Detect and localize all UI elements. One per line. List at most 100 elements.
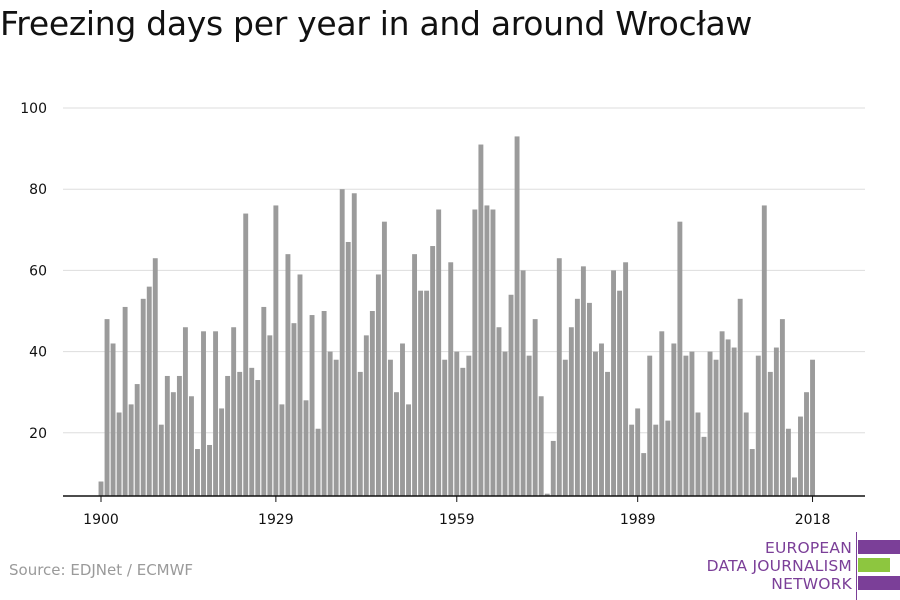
logo-bar-purple-bottom xyxy=(858,576,900,590)
bar-1958 xyxy=(448,262,454,496)
bar-1992 xyxy=(653,424,659,496)
bar-1926 xyxy=(255,380,261,496)
bar-1928 xyxy=(267,335,273,496)
bar-1945 xyxy=(369,311,375,496)
bar-1967 xyxy=(502,351,508,496)
freezing-days-bar-chart: 20 40 60 80 100 1900 1929 1959 1989 2018 xyxy=(20,101,865,528)
bar-1930 xyxy=(279,404,285,496)
bar-1910 xyxy=(158,424,164,496)
bar-1921 xyxy=(225,375,231,496)
x-tick-label: 1900 xyxy=(83,512,119,528)
bar-2017 xyxy=(804,392,809,496)
bar-1927 xyxy=(261,306,267,496)
bar-1929 xyxy=(273,205,279,496)
bar-1997 xyxy=(683,355,689,496)
logo-text-data-journalism: DATA JOURNALISM xyxy=(706,557,852,575)
bar-1953 xyxy=(418,290,424,496)
y-axis-ticks: 20 40 60 80 100 xyxy=(20,101,47,442)
bar-2012 xyxy=(773,347,779,496)
bar-2002 xyxy=(713,359,719,496)
y-tick-label: 80 xyxy=(29,182,47,198)
gridlines xyxy=(63,107,865,434)
bar-2014 xyxy=(785,428,791,496)
bar-2006 xyxy=(737,298,743,496)
bar-1970 xyxy=(520,270,526,496)
bar-1957 xyxy=(442,359,448,496)
x-tick-label: 1959 xyxy=(439,512,475,528)
bar-1951 xyxy=(406,404,411,496)
bar-1956 xyxy=(436,209,442,496)
bar-1908 xyxy=(146,286,152,496)
bar-1949 xyxy=(394,392,399,496)
bar-1900 xyxy=(98,481,104,496)
bar-1944 xyxy=(363,335,369,496)
bar-1947 xyxy=(381,221,387,496)
bar-1954 xyxy=(424,290,430,496)
bar-1995 xyxy=(671,343,677,496)
bar-2013 xyxy=(779,319,785,496)
x-axis-ticks: 1900 1929 1959 1989 2018 xyxy=(83,496,830,528)
bar-1999 xyxy=(695,412,701,496)
bar-1991 xyxy=(647,355,653,496)
bar-1986 xyxy=(617,290,623,496)
y-tick-label: 60 xyxy=(29,263,47,279)
bar-1969 xyxy=(514,136,520,497)
bar-1978 xyxy=(568,327,574,496)
bar-1943 xyxy=(357,371,363,496)
bar-1924 xyxy=(243,213,249,496)
bar-1955 xyxy=(430,246,436,496)
bar-1966 xyxy=(496,327,502,496)
bar-1937 xyxy=(321,311,327,496)
bar-2008 xyxy=(749,449,755,496)
bar-1903 xyxy=(116,412,122,496)
logo-bar-purple-top xyxy=(858,540,900,554)
bar-1962 xyxy=(472,209,478,496)
bar-1961 xyxy=(466,355,472,496)
bar-1968 xyxy=(508,294,514,496)
bar-2005 xyxy=(731,347,737,496)
bar-1923 xyxy=(237,371,243,496)
y-tick-label: 100 xyxy=(20,101,47,117)
bar-1972 xyxy=(532,319,538,496)
logo-divider xyxy=(856,532,857,600)
bar-1940 xyxy=(339,189,345,496)
bar-1987 xyxy=(623,262,629,496)
bar-1915 xyxy=(189,396,194,496)
bar-1980 xyxy=(580,266,586,496)
bar-1918 xyxy=(207,444,212,496)
bar-1942 xyxy=(351,193,357,496)
bar-1913 xyxy=(176,375,182,496)
bar-1984 xyxy=(605,371,610,496)
bar-1950 xyxy=(400,343,405,496)
bar-1977 xyxy=(562,359,568,496)
bar-1901 xyxy=(104,319,110,496)
bar-1960 xyxy=(460,367,466,496)
bar-1931 xyxy=(285,254,291,496)
bar-2003 xyxy=(719,331,725,496)
bar-2011 xyxy=(767,371,773,496)
bar-1911 xyxy=(164,375,170,496)
chart-title: Freezing days per year in and around Wro… xyxy=(0,4,753,43)
bar-1993 xyxy=(659,331,665,496)
logo-text-european: EUROPEAN xyxy=(764,539,852,557)
bar-1925 xyxy=(249,367,255,496)
bar-2009 xyxy=(755,355,761,496)
x-tick-label: 2018 xyxy=(795,512,831,528)
bar-1922 xyxy=(231,327,237,496)
bar-2007 xyxy=(743,412,749,496)
bar-2015 xyxy=(792,477,797,496)
bar-1971 xyxy=(526,355,532,496)
bar-1941 xyxy=(345,241,351,496)
bar-1985 xyxy=(611,270,616,496)
bar-1976 xyxy=(556,258,562,496)
x-tick-label: 1929 xyxy=(258,512,294,528)
bar-1964 xyxy=(484,205,490,496)
bar-1994 xyxy=(665,420,671,496)
bar-1907 xyxy=(140,298,146,496)
bar-1965 xyxy=(490,209,496,496)
y-tick-label: 40 xyxy=(29,345,47,361)
bar-1982 xyxy=(593,351,598,496)
bar-1934 xyxy=(303,400,309,496)
bar-1946 xyxy=(375,274,381,496)
bar-1996 xyxy=(677,221,683,496)
